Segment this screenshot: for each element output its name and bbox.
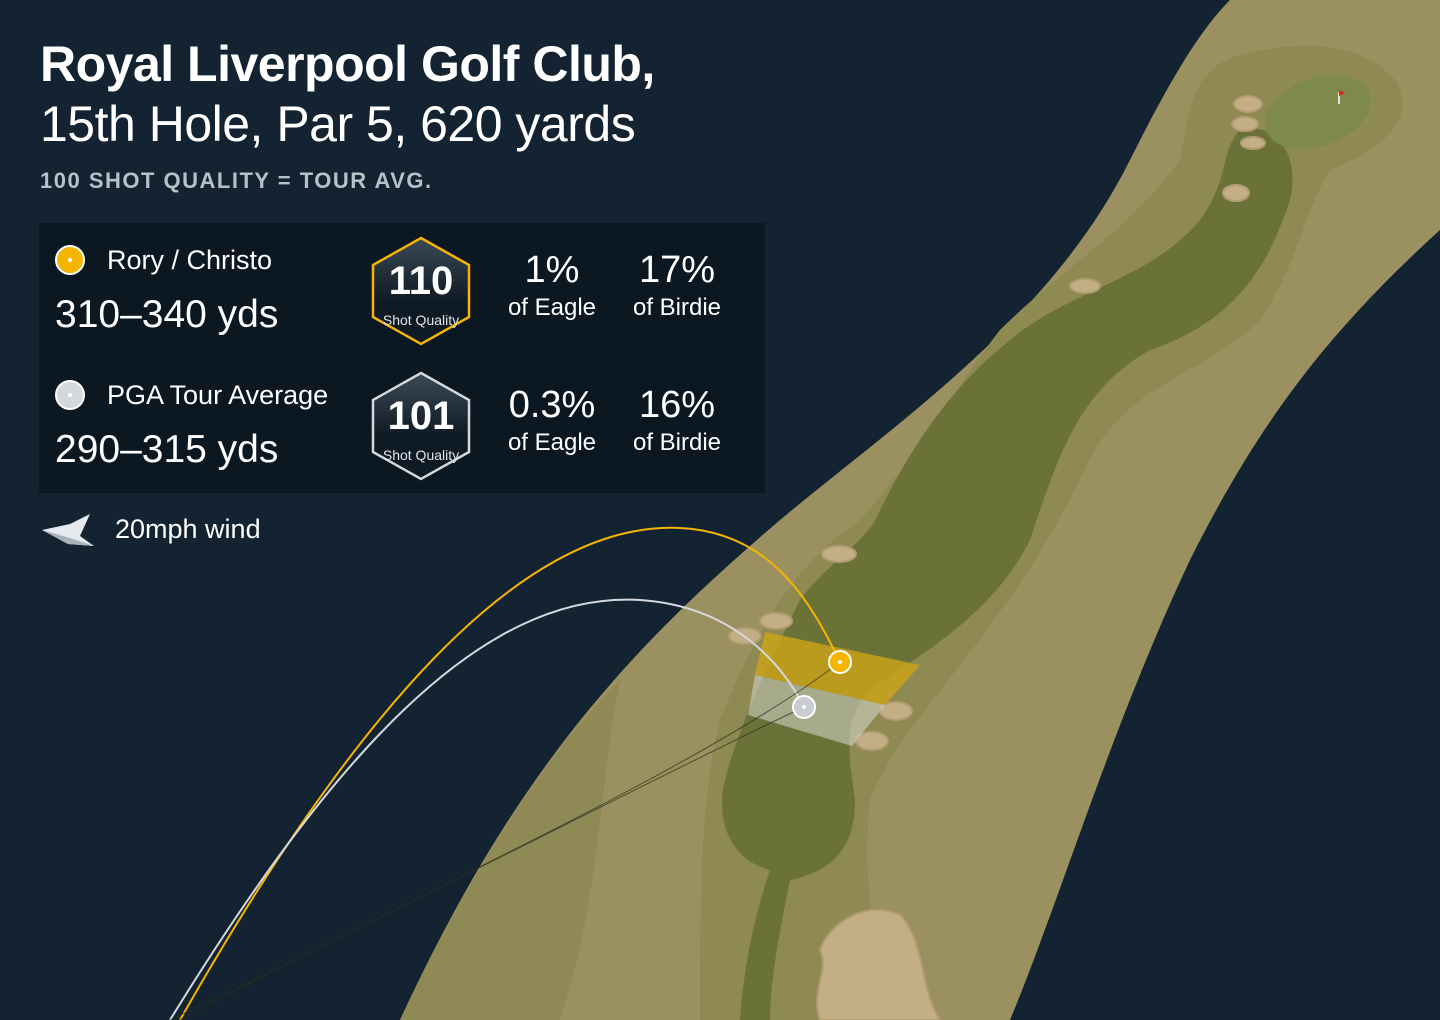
birdie-label: of Birdie (632, 294, 722, 321)
birdie-stat: 16% of Birdie (612, 358, 742, 457)
player-row-tour: PGA Tour Average 290–315 yds 101 Shot Qu… (39, 358, 765, 493)
birdie-stat: 17% of Birdie (612, 223, 742, 322)
title-hole: 15th Hole, Par 5, 620 yards (40, 96, 636, 152)
rough-shadow (400, 680, 620, 1020)
tour-landing-zone (748, 675, 885, 746)
tour-shot-arc (169, 598, 805, 1020)
shot-quality-label: Shot Quality (382, 312, 460, 328)
wind-indicator: 20mph wind (40, 510, 261, 555)
eagle-stat: 1% of Eagle (487, 223, 617, 322)
page-title: Royal Liverpool Golf Club, 15th Hole, Pa… (40, 34, 655, 154)
subtitle: 100 SHOT QUALITY = TOUR AVG. (40, 168, 433, 193)
green (1265, 74, 1371, 150)
title-course: Royal Liverpool Golf Club, (40, 36, 655, 92)
eagle-label: of Eagle (507, 294, 597, 321)
wind-arrow-icon (42, 514, 94, 546)
eagle-value: 1% (524, 249, 580, 291)
shot-quality-value: 101 (387, 394, 455, 438)
eagle-label: of Eagle (507, 429, 597, 456)
bunkers (728, 95, 1266, 1020)
player-name: Rory / Christo (107, 245, 273, 275)
player-row-rory: Rory / Christo 310–340 yds 110 Shot Qual… (39, 223, 765, 358)
shot-quality-label: Shot Quality (382, 447, 460, 463)
birdie-value: 16% (638, 384, 716, 426)
hexagon-icon (371, 236, 471, 346)
eagle-value: 0.3% (508, 384, 596, 426)
fairway (722, 128, 1293, 1020)
shot-quality-badge: 101 Shot Quality (369, 370, 473, 482)
birdie-value: 17% (638, 249, 716, 291)
shot-quality-value: 110 (388, 259, 454, 303)
rory-shot-arc (179, 526, 841, 1020)
comparison-panel: Rory / Christo 310–340 yds 110 Shot Qual… (39, 223, 765, 493)
player-name: PGA Tour Average (107, 380, 329, 410)
flag-icon (1339, 90, 1345, 96)
tour-marker-icon (55, 380, 85, 410)
wind-label: 20mph wind (115, 514, 261, 544)
eagle-stat: 0.3% of Eagle (487, 358, 617, 457)
player-distance: 290–315 yds (55, 428, 279, 471)
birdie-label: of Birdie (632, 429, 722, 456)
hexagon-icon (371, 371, 471, 481)
shot-quality-badge: 110 Shot Quality (369, 235, 473, 347)
player-distance: 310–340 yds (55, 293, 279, 336)
rory-marker-icon (55, 245, 85, 275)
